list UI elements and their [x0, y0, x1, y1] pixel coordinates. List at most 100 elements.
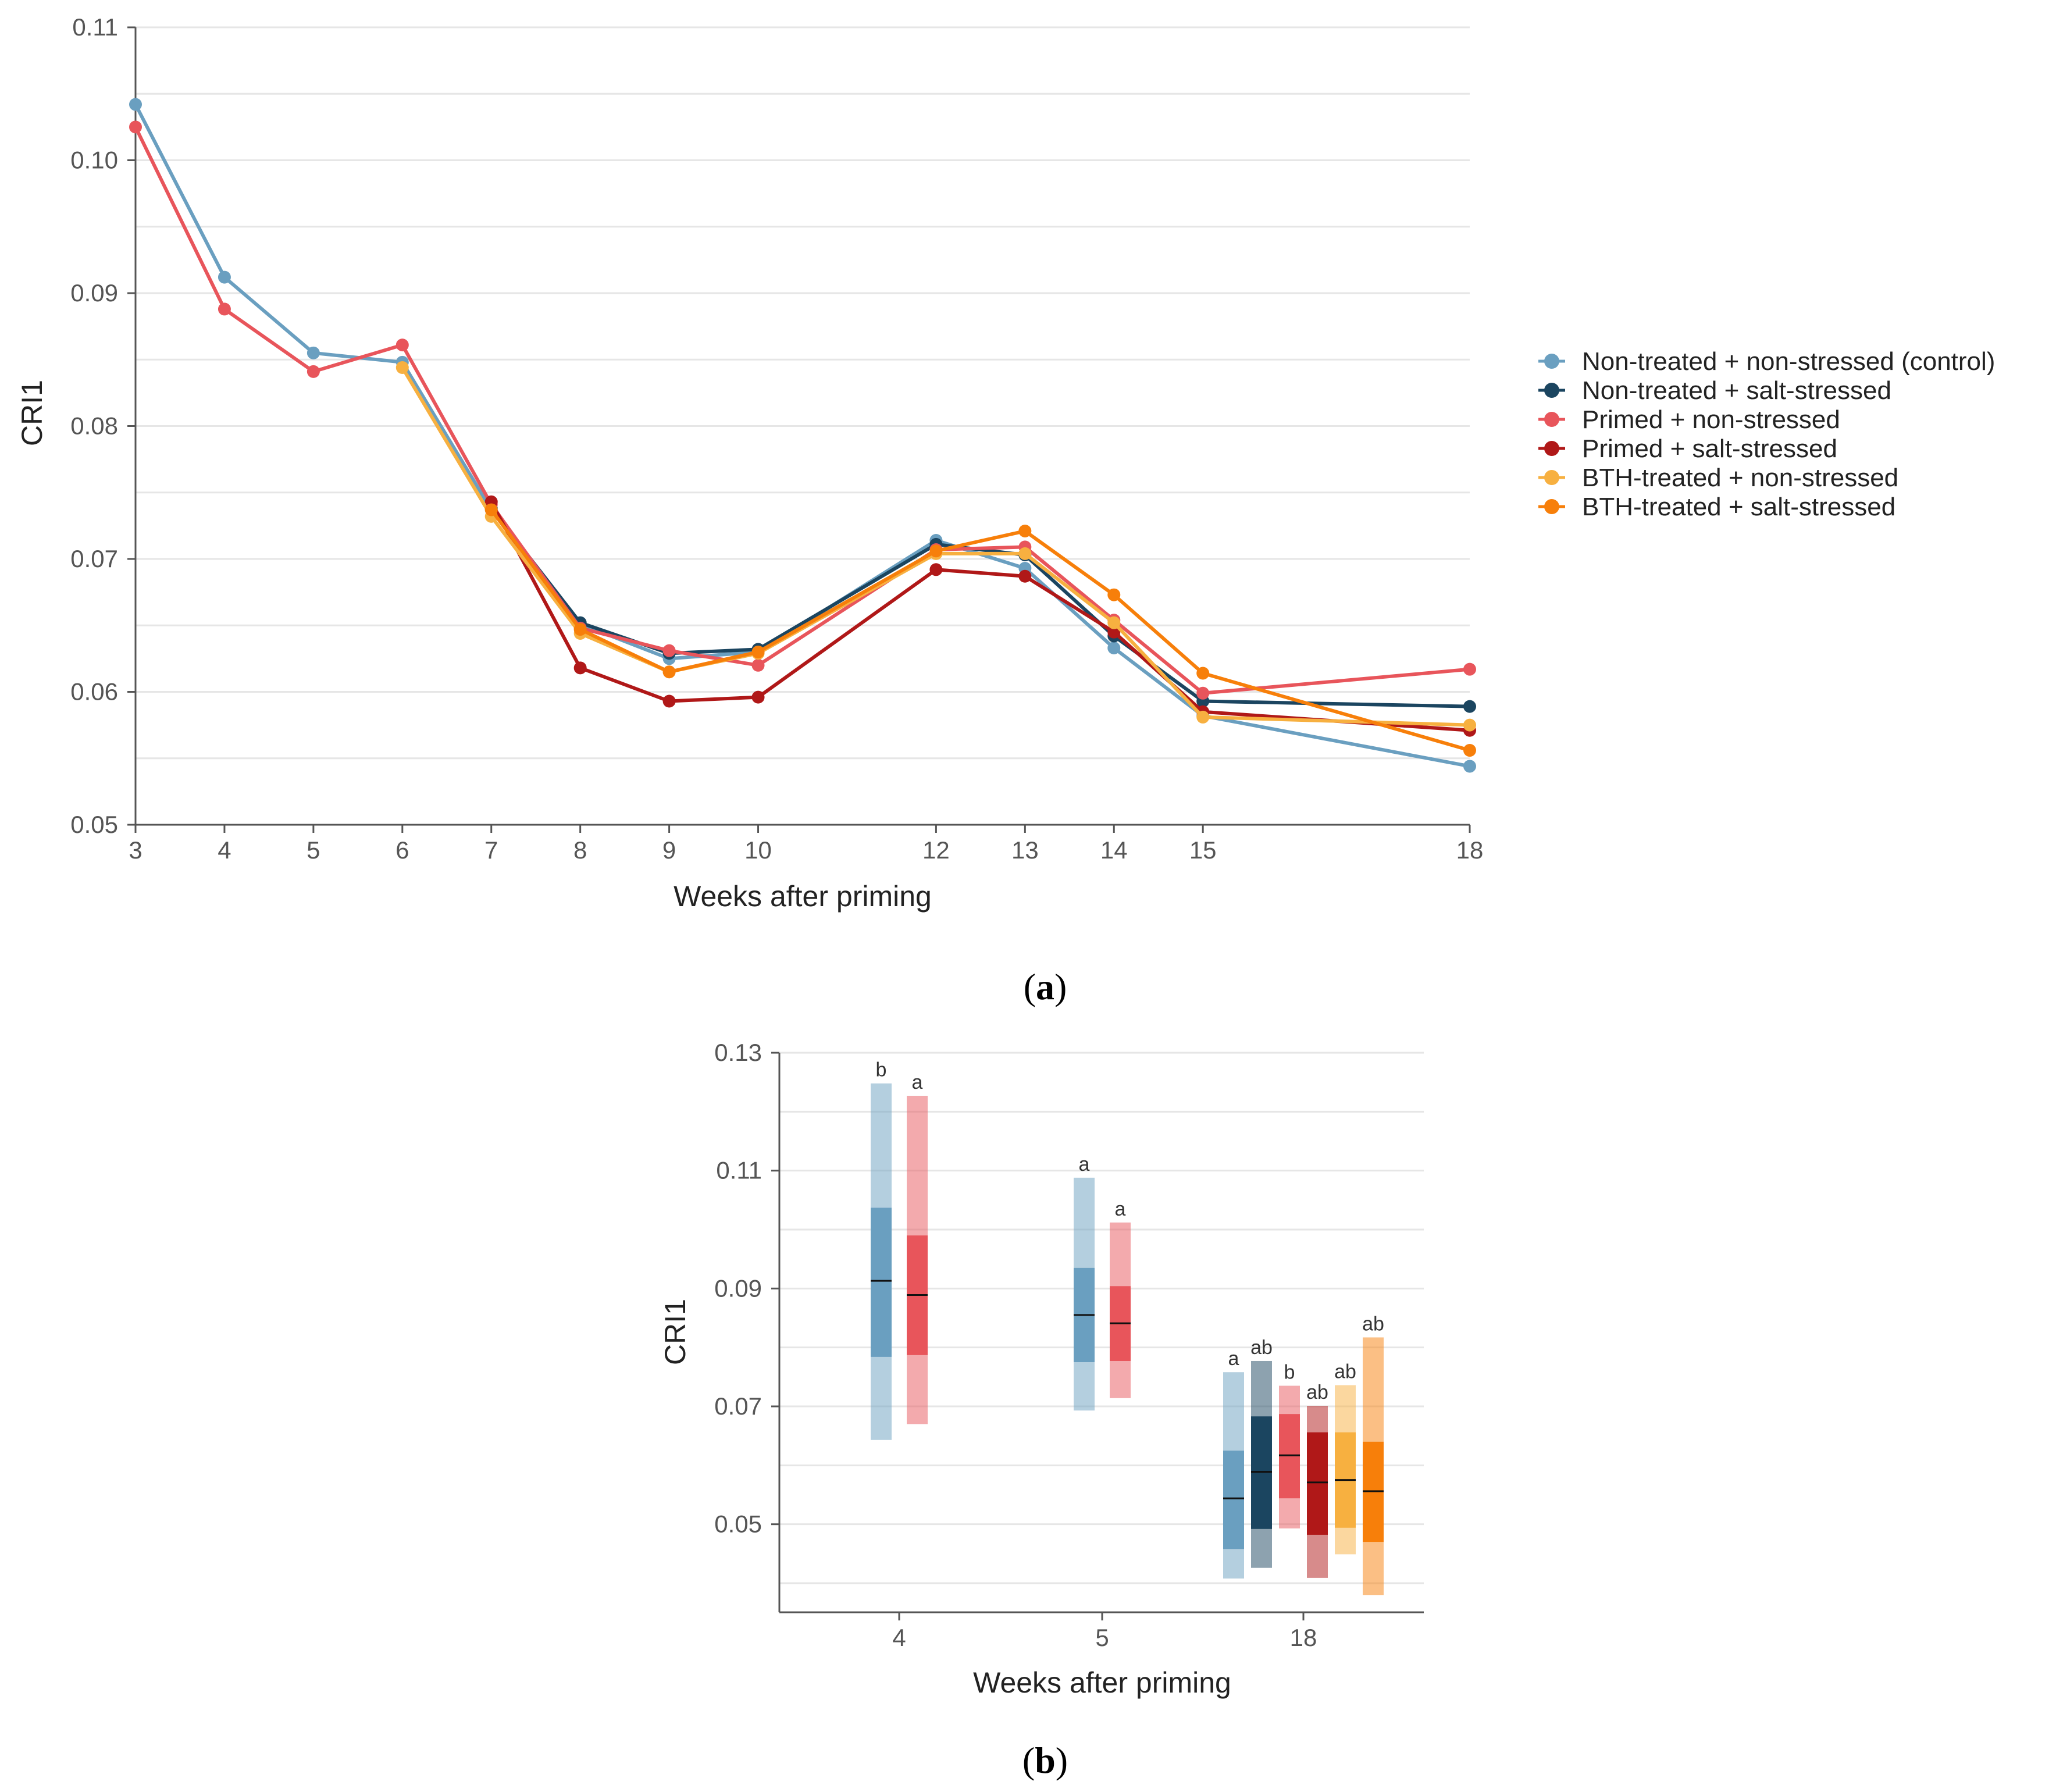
x-tick-label: 8: [573, 836, 587, 864]
data-point: [218, 270, 231, 284]
data-point: [1107, 642, 1121, 655]
chart-b-axes: 0.05 0.07 0.09 0.11 0.13 4 5 18: [714, 1039, 1424, 1651]
data-point: [307, 365, 320, 378]
legend-label-6: BTH-treated + salt-stressed: [1582, 493, 1895, 521]
legend-label-4: Primed + salt-stressed: [1582, 434, 1837, 463]
chart-b-ylabel: CRI1: [659, 1299, 692, 1365]
significance-letter: ab: [1250, 1337, 1273, 1359]
legend-label-3: Primed + non-stressed: [1582, 405, 1840, 434]
y-tick-label: 0.06: [70, 678, 118, 706]
chart-a-legend: Non-treated + non-stressed (control)Non-…: [1538, 347, 1995, 521]
x-tick-label: 4: [892, 1624, 906, 1651]
y-tick-label: 0.11: [716, 1157, 762, 1184]
x-tick-label: 13: [1011, 836, 1039, 864]
significance-letter: ab: [1362, 1313, 1384, 1335]
data-point: [1196, 710, 1210, 724]
data-point: [662, 665, 676, 679]
data-point: [573, 661, 587, 675]
x-tick-label: 9: [662, 836, 676, 864]
y-tick-label: 0.07: [714, 1392, 762, 1420]
data-point: [1107, 588, 1121, 601]
x-tick-label: 10: [744, 836, 772, 864]
x-tick-label: 5: [1095, 1624, 1109, 1651]
y-tick-label: 0.09: [714, 1274, 762, 1302]
x-tick-label: 18: [1456, 836, 1484, 864]
data-point: [129, 120, 142, 134]
series-line-6: [490, 508, 1470, 752]
y-tick-label: 0.09: [70, 279, 118, 307]
data-point: [1018, 569, 1032, 583]
y-tick-label: 0.07: [70, 545, 118, 572]
series-line-2: [490, 507, 1470, 708]
x-tick-label: 4: [218, 836, 231, 864]
chart-a-ylabel: CRI1: [16, 380, 48, 446]
y-tick-label: 0.08: [70, 412, 118, 440]
data-point: [1196, 667, 1210, 680]
interval-inner: [871, 1207, 892, 1357]
x-tick-label: 3: [129, 836, 142, 864]
significance-letter: ab: [1306, 1381, 1328, 1403]
x-tick-label: 6: [395, 836, 409, 864]
data-point: [1463, 760, 1476, 773]
interval-inner: [1279, 1414, 1300, 1499]
legend-label-2: Non-treated + salt-stressed: [1582, 376, 1891, 405]
significance-letter: a: [1228, 1348, 1239, 1370]
significance-letter: b: [876, 1059, 887, 1081]
y-tick-label: 0.11: [72, 13, 118, 41]
data-point: [662, 694, 676, 708]
chart-b-xlabel: Weeks after priming: [973, 1666, 1231, 1699]
data-point: [1196, 686, 1210, 700]
data-point: [1018, 547, 1032, 560]
data-point: [751, 658, 765, 672]
data-point: [1107, 616, 1121, 629]
y-tick-label: 0.05: [70, 811, 118, 838]
data-point: [573, 623, 587, 636]
panel-label-b: (b): [1022, 1740, 1068, 1781]
x-tick-label: 7: [484, 836, 498, 864]
data-point: [1463, 718, 1476, 732]
significance-letter: a: [1079, 1153, 1090, 1175]
interval-inner: [1307, 1432, 1328, 1535]
data-point: [1463, 662, 1476, 676]
significance-letter: ab: [1334, 1361, 1356, 1383]
interval-inner: [1251, 1416, 1272, 1529]
y-tick-label: 0.05: [714, 1510, 762, 1538]
data-point: [929, 563, 943, 576]
x-tick-label: 12: [922, 836, 950, 864]
significance-letter: b: [1284, 1362, 1295, 1384]
significance-letter: a: [912, 1071, 923, 1093]
data-point: [751, 645, 765, 658]
data-point: [929, 544, 943, 558]
chart-a-gridlines: [136, 26, 1470, 826]
data-point: [1018, 525, 1032, 538]
x-tick-label: 14: [1100, 836, 1128, 864]
data-point: [662, 644, 676, 657]
data-point: [307, 346, 320, 359]
x-tick-label: 15: [1189, 836, 1217, 864]
chart-a-series: [129, 98, 1476, 773]
y-tick-label: 0.13: [714, 1039, 762, 1066]
x-tick-label: 18: [1290, 1624, 1317, 1651]
interval-inner: [1223, 1451, 1244, 1549]
significance-letter: a: [1115, 1198, 1126, 1220]
data-point: [129, 98, 142, 111]
legend-label-1: Non-treated + non-stressed (control): [1582, 347, 1995, 376]
data-point: [395, 361, 409, 374]
data-point: [1107, 625, 1121, 639]
panel-label-a: (a): [1024, 966, 1067, 1007]
y-tick-label: 0.10: [70, 147, 118, 174]
series-line-4: [490, 501, 1470, 732]
data-point: [484, 503, 498, 516]
chart-a-axes: 0.05 0.06 0.07 0.08 0.09 0.10 0.11 3 4 5 6 7 8 9 10 12 1…: [70, 13, 1483, 864]
series-line-3: [134, 126, 1470, 695]
data-point: [395, 339, 409, 352]
data-point: [1463, 700, 1476, 713]
data-point: [1463, 744, 1476, 757]
data-point: [218, 302, 231, 316]
x-tick-label: 5: [307, 836, 320, 864]
legend-label-5: BTH-treated + non-stressed: [1582, 464, 1898, 492]
data-point: [751, 690, 765, 704]
chart-a-xlabel: Weeks after priming: [674, 880, 932, 913]
